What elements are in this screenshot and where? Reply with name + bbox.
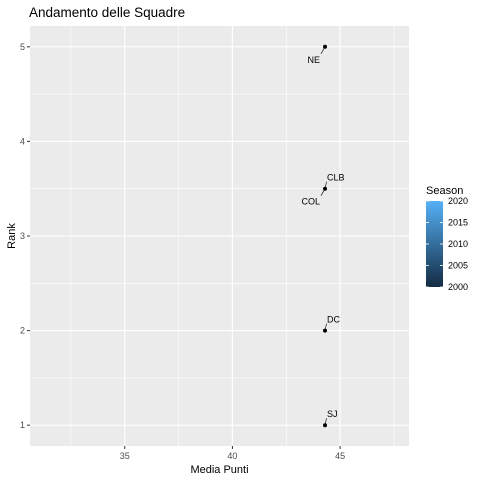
data-point <box>323 44 328 49</box>
legend-tick-label: 2015 <box>448 218 468 228</box>
legend: Season 2000 2005 2010 2015 2020 <box>426 185 468 292</box>
chart-title: Andamento delle Squadre <box>29 5 185 20</box>
grid-major <box>30 26 409 446</box>
point-label: SJ <box>327 409 338 419</box>
legend-colorbar <box>426 201 443 287</box>
y-tick-label: 2 <box>20 326 25 336</box>
legend-ticks: 2000 2005 2010 2015 2020 <box>426 196 468 292</box>
legend-tick-label: 2010 <box>448 239 468 249</box>
point-label: DC <box>327 315 340 325</box>
x-tick-label: 45 <box>335 451 345 461</box>
data-point <box>323 423 328 428</box>
legend-tick-label: 2000 <box>448 282 468 292</box>
y-axis-label: Rank <box>6 223 18 249</box>
y-tick-label: 3 <box>20 231 25 241</box>
y-tick-label: 1 <box>20 420 25 430</box>
point-label: CLB <box>327 173 345 183</box>
legend-tick-label: 2020 <box>448 196 468 206</box>
x-tick-label: 40 <box>227 451 237 461</box>
x-tick-label: 35 <box>120 451 130 461</box>
data-point <box>323 328 328 333</box>
y-tick-label: 5 <box>20 42 25 52</box>
y-tick-label: 4 <box>20 136 25 146</box>
point-label: COL <box>302 197 321 207</box>
x-axis-label: Media Punti <box>190 464 248 476</box>
point-label: NE <box>308 55 321 65</box>
data-points <box>323 44 328 428</box>
legend-tick-label: 2005 <box>448 261 468 271</box>
legend-title: Season <box>426 185 463 197</box>
data-point <box>323 186 328 191</box>
